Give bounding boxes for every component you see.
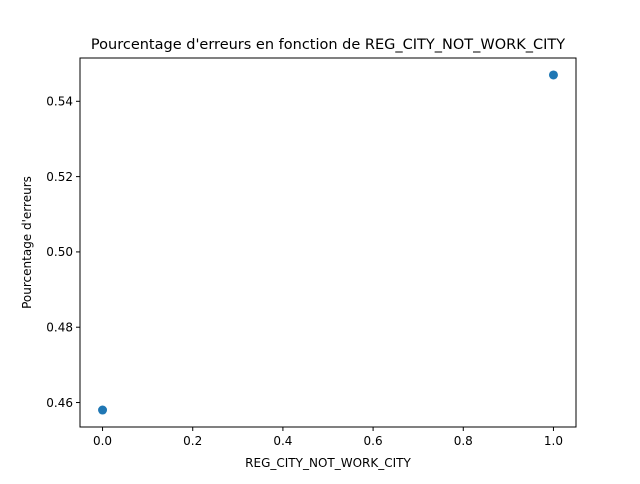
x-tick-label: 0.6 [364,434,383,448]
y-tick-label: 0.46 [46,396,73,410]
plot-area-frame [79,57,577,428]
data-point [98,405,108,415]
y-axis-label: Pourcentage d'erreurs [20,176,34,309]
y-axis: 0.46 0.48 0.50 0.52 0.54 [46,95,80,410]
x-axis-label: REG_CITY_NOT_WORK_CITY [245,456,411,470]
y-tick-label: 0.50 [46,245,73,259]
x-tick-label: 0.0 [93,434,112,448]
y-tick-label: 0.52 [46,170,73,184]
x-axis: 0.0 0.2 0.4 0.6 0.8 1.0 [93,427,563,448]
y-tick-label: 0.48 [46,321,73,335]
x-tick-label: 0.4 [273,434,292,448]
x-tick-label: 0.2 [183,434,202,448]
chart-title: Pourcentage d'erreurs en fonction de REG… [91,37,565,53]
x-tick-label: 1.0 [544,434,563,448]
y-tick-label: 0.54 [46,95,73,109]
data-points [98,70,558,415]
data-point [548,70,558,80]
x-tick-label: 0.8 [454,434,473,448]
